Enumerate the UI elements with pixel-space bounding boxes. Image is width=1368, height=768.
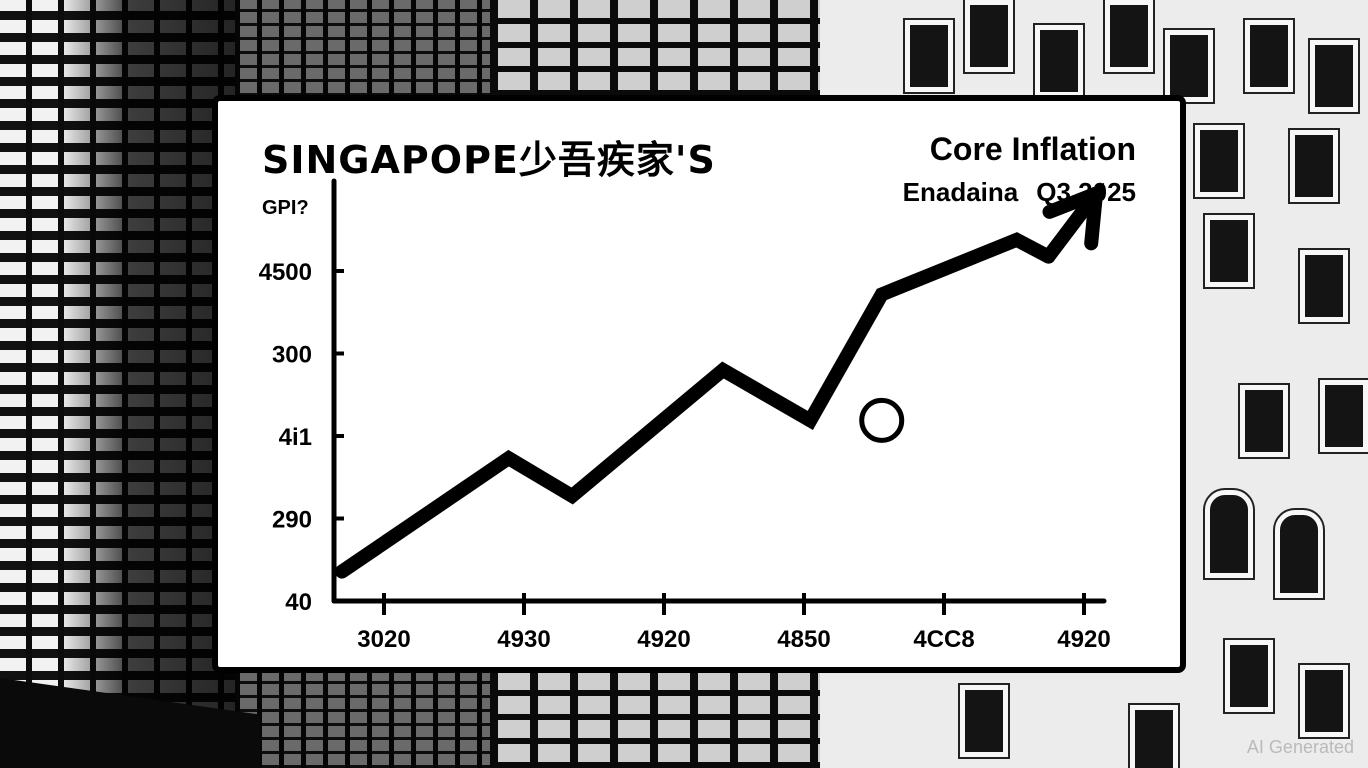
- line-chart: 4500 300 4i1 290 40 3020 4930 4920 4850 4CC8 4920: [259, 178, 1111, 653]
- chart-series: [334, 182, 1105, 579]
- chart-card: 4500 300 4i1 290 40 3020 4930 4920 4850 4CC8 4920 …: [212, 95, 1186, 673]
- left-skyscraper-shadow: [60, 0, 235, 768]
- building-window: [1035, 25, 1083, 97]
- chart-title: Core Inflation: [929, 131, 1136, 167]
- building-window: [1105, 0, 1153, 72]
- building-window: [1245, 20, 1293, 92]
- y-axis-label: GPI?: [262, 197, 309, 219]
- building-window: [1165, 30, 1213, 102]
- series-line: [334, 232, 1056, 579]
- x-tick-label: 3020: [357, 626, 410, 653]
- x-tick-label: 4CC8: [913, 626, 974, 653]
- subtitle-period: Q3 2025: [1036, 177, 1136, 207]
- x-tick-label: 4920: [637, 626, 690, 653]
- building-window: [965, 0, 1013, 72]
- chart-subtitle: Enadaina Q3 2025: [903, 177, 1136, 208]
- building-window: [1205, 490, 1253, 578]
- building-window: [1130, 705, 1178, 768]
- building-window: [905, 20, 953, 92]
- building-window: [1290, 130, 1338, 202]
- building-window: [1300, 665, 1348, 737]
- watermark: AI Generated: [1246, 737, 1354, 757]
- x-tick-label: 4920: [1057, 626, 1110, 653]
- building-window: [1300, 250, 1348, 322]
- subtitle-label: Enadaina: [902, 177, 1019, 207]
- building-window: [1310, 40, 1358, 112]
- building-window: [1195, 125, 1243, 197]
- building-window: [1320, 380, 1368, 452]
- brand-logo-text: SINGAPOPE少吾疾家'S: [262, 138, 716, 182]
- building-window: [1275, 510, 1323, 598]
- x-tick-label: 4930: [497, 626, 550, 653]
- circle-marker: [859, 397, 905, 443]
- x-tick-label: 4850: [777, 626, 830, 653]
- building-window: [1225, 640, 1273, 712]
- y-tick-label: 4500: [259, 259, 312, 286]
- building-window: [1205, 215, 1253, 287]
- y-tick-label: 40: [285, 589, 312, 616]
- chart-ticks: 4500 300 4i1 290 40 3020 4930 4920 4850 4CC8 4920: [259, 259, 1111, 653]
- arrow-head: [1042, 182, 1105, 251]
- y-tick-label: 4i1: [279, 424, 312, 451]
- building-window: [1240, 385, 1288, 457]
- y-tick-label: 300: [272, 342, 312, 369]
- y-tick-label: 290: [272, 507, 312, 534]
- chart-axes: [331, 178, 1107, 604]
- building-window: [960, 685, 1008, 757]
